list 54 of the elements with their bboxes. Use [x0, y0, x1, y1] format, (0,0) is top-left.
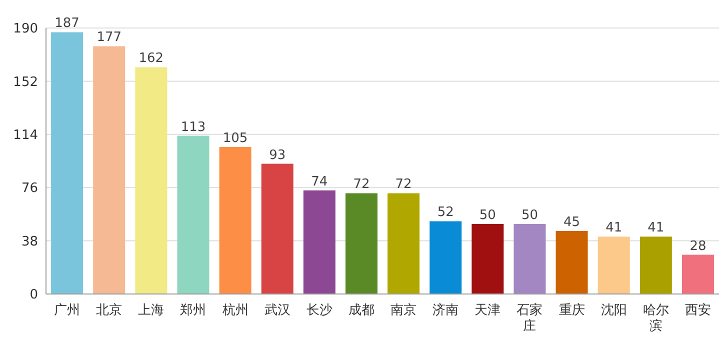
bar — [135, 67, 168, 294]
data-label: 72 — [395, 177, 412, 192]
data-label: 93 — [269, 148, 286, 163]
data-label: 113 — [180, 120, 206, 135]
bar — [219, 147, 252, 294]
x-tick-label: 长沙 — [306, 303, 332, 318]
x-tick-label: 南京 — [390, 303, 417, 318]
x-tick-label: 西安 — [684, 302, 711, 318]
x-tick-label: 重庆 — [558, 303, 585, 318]
bar — [261, 164, 294, 294]
data-label: 105 — [222, 131, 248, 146]
bar — [514, 224, 546, 294]
bar — [598, 236, 630, 294]
x-tick-label: 石家庄 — [516, 302, 543, 334]
x-tick-label: 上海 — [138, 303, 164, 318]
bar — [472, 224, 504, 294]
bar — [345, 193, 378, 294]
y-tick-label: 190 — [13, 22, 38, 37]
data-label: 52 — [437, 205, 454, 220]
x-tick-label: 杭州 — [221, 303, 248, 318]
data-label: 45 — [564, 215, 580, 230]
y-tick-label: 76 — [21, 181, 38, 196]
data-label: 72 — [353, 177, 370, 192]
y-tick-label: 114 — [13, 128, 38, 144]
bar — [640, 236, 672, 294]
bar — [51, 32, 84, 294]
data-label: 41 — [606, 220, 622, 236]
x-tick-label: 武汉 — [264, 303, 290, 318]
bar — [556, 231, 588, 294]
data-label: 28 — [690, 238, 706, 254]
x-tick-label: 广州 — [54, 303, 80, 318]
x-tick-label: 哈尔滨 — [642, 303, 669, 334]
x-tick-label: 北京 — [96, 303, 122, 318]
x-tick-label: 沈阳 — [600, 303, 627, 318]
x-tick-label: 成都 — [348, 303, 374, 318]
data-label: 162 — [138, 51, 164, 66]
y-tick-label: 0 — [30, 288, 38, 303]
bar — [682, 254, 714, 294]
data-label: 41 — [648, 220, 664, 236]
bar — [430, 221, 462, 294]
bar — [177, 136, 210, 294]
x-tick-label: 济南 — [432, 303, 459, 318]
data-label: 187 — [54, 16, 80, 32]
data-label: 50 — [479, 208, 496, 223]
bar — [93, 46, 126, 294]
bar — [303, 190, 336, 294]
y-tick-label: 152 — [13, 74, 38, 90]
x-tick-label: 郑州 — [180, 303, 206, 318]
y-tick-label: 38 — [21, 234, 38, 250]
data-label: 74 — [311, 174, 328, 190]
x-tick-label: 天津 — [474, 303, 501, 318]
data-label: 177 — [96, 30, 122, 46]
bar — [388, 193, 420, 294]
data-label: 50 — [521, 208, 538, 223]
